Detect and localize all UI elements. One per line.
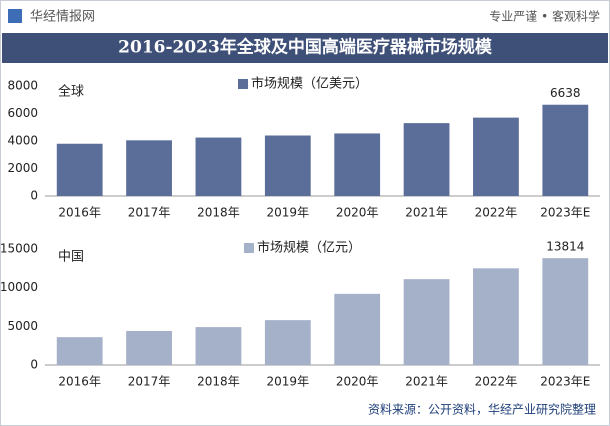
bar: [264, 320, 311, 365]
value-label: 13814: [546, 240, 584, 254]
bar: [334, 133, 381, 196]
y-tick-label: 8000: [7, 79, 38, 93]
annotation: 中国: [58, 250, 84, 265]
bar: [56, 337, 103, 365]
x-tick-label: 2018年: [197, 375, 240, 389]
bar: [195, 137, 242, 196]
x-tick-label: 2023年E: [540, 206, 590, 220]
y-tick-label: 0: [30, 189, 38, 203]
x-tick-label: 2021年: [405, 375, 448, 389]
title-bar: [2, 33, 608, 63]
logo-icon: [8, 9, 22, 23]
bar: [56, 143, 103, 196]
slogan: 专业严谨 • 客观科学: [489, 9, 600, 24]
bar: [542, 258, 589, 365]
title: 2016-2023年全球及中国高端医疗器械市场规模: [118, 37, 493, 58]
y-tick-label: 15000: [0, 242, 38, 256]
x-tick-label: 2021年: [405, 206, 448, 220]
bar: [334, 293, 381, 365]
y-tick-label: 4000: [7, 134, 38, 148]
bar: [473, 117, 519, 196]
x-tick-label: 2022年: [475, 375, 518, 389]
y-tick-label: 6000: [7, 106, 38, 120]
annotation: 全球: [58, 84, 84, 100]
x-tick-label: 2016年: [58, 375, 101, 389]
bar: [126, 330, 172, 365]
y-tick-label: 5000: [7, 319, 38, 333]
logo-text: 华经情报网: [30, 10, 95, 25]
bar: [403, 123, 450, 196]
y-tick-label: 0: [30, 358, 38, 372]
bar: [473, 268, 519, 365]
legend-marker: [238, 79, 248, 89]
bar: [195, 327, 242, 365]
value-label: 6638: [550, 86, 581, 100]
x-tick-label: 2017年: [128, 375, 171, 389]
x-tick-label: 2020年: [336, 375, 379, 389]
legend-label: 市场规模（亿元）: [257, 240, 361, 256]
x-tick-label: 2022年: [475, 206, 518, 220]
x-tick-label: 2019年: [267, 375, 310, 389]
x-tick-label: 2020年: [336, 206, 379, 220]
x-tick-label: 2017年: [128, 206, 171, 220]
bar: [542, 104, 589, 196]
legend-marker: [244, 243, 254, 253]
bar: [403, 279, 450, 365]
bar: [126, 140, 172, 196]
bar: [264, 135, 311, 196]
x-tick-label: 2018年: [197, 206, 240, 220]
x-tick-label: 2019年: [267, 206, 310, 220]
y-tick-label: 2000: [7, 161, 38, 175]
legend-label: 市场规模（亿美元）: [251, 76, 368, 92]
x-tick-label: 2016年: [58, 206, 101, 220]
y-tick-label: 10000: [0, 280, 38, 294]
source: 资料来源：公开资料，华经产业研究院整理: [368, 402, 596, 417]
x-tick-label: 2023年E: [540, 375, 590, 389]
